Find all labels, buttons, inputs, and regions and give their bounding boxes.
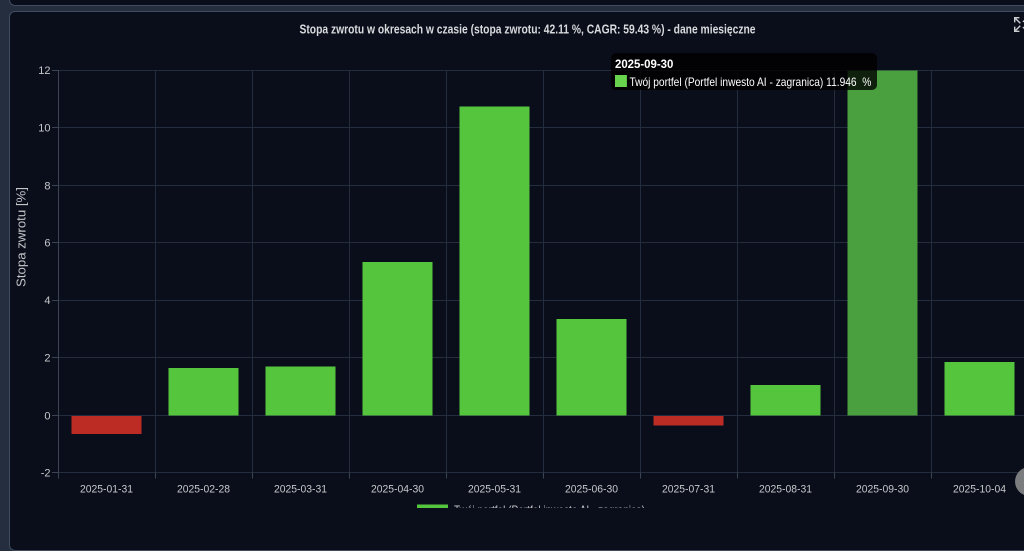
svg-text:10: 10 — [38, 123, 50, 135]
svg-text:6: 6 — [44, 238, 50, 250]
svg-text:2: 2 — [44, 353, 50, 365]
svg-text:Twój portfel (Portfel inwesto: Twój portfel (Portfel inwesto AI - zagra… — [454, 503, 645, 508]
svg-text:2025-05-31: 2025-05-31 — [468, 484, 521, 496]
svg-text:2025-03-31: 2025-03-31 — [274, 484, 327, 496]
svg-text:2025-09-30: 2025-09-30 — [856, 484, 909, 496]
svg-text:2025-01-31: 2025-01-31 — [80, 484, 133, 496]
svg-text:2025-04-30: 2025-04-30 — [371, 484, 424, 496]
svg-text:2025-10-04: 2025-10-04 — [953, 484, 1006, 496]
svg-text:4: 4 — [44, 295, 50, 307]
svg-text:12: 12 — [38, 65, 50, 77]
svg-text:0: 0 — [44, 411, 50, 423]
svg-text:-2: -2 — [41, 468, 51, 480]
svg-text:2025-02-28: 2025-02-28 — [177, 484, 230, 496]
svg-text:8: 8 — [44, 181, 50, 193]
svg-text:2025-07-31: 2025-07-31 — [662, 484, 715, 496]
svg-text:Stopa zwrotu [%]: Stopa zwrotu [%] — [14, 187, 29, 287]
svg-text:2025-06-30: 2025-06-30 — [565, 484, 618, 496]
svg-text:Stopa zwrotu w okresach w czas: Stopa zwrotu w okresach w czasie (stopa … — [300, 23, 756, 37]
svg-text:2025-08-31: 2025-08-31 — [759, 484, 812, 496]
